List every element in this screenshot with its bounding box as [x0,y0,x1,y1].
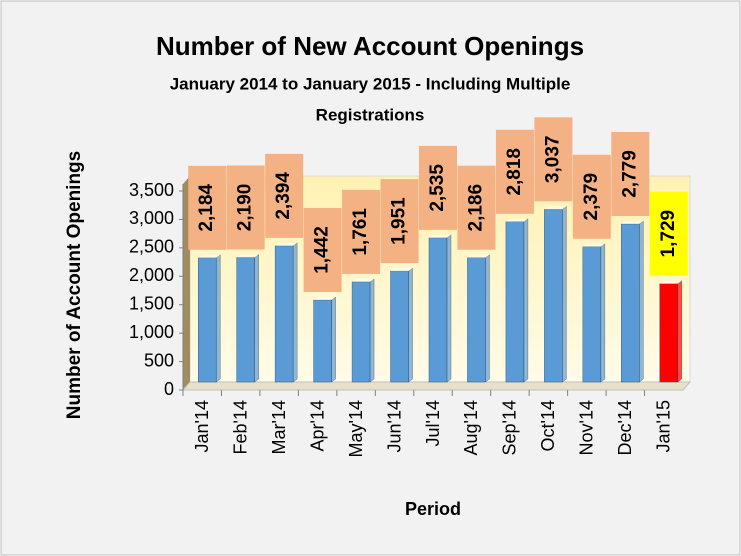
bar [313,299,332,383]
data-label: 2,535 [427,164,448,212]
bar-top [582,243,605,247]
bar-top [544,206,567,210]
bar-top [352,278,375,282]
data-label: 1,761 [350,208,371,256]
label-box [534,117,573,202]
x-tick-label: Jan'14 [192,400,212,452]
bar-side [331,296,336,383]
data-label: 2,186 [465,184,486,232]
x-tick-label: May'14 [346,400,366,457]
chart-subtitle: Registrations [316,105,425,124]
bar-side [446,234,452,383]
bar-side [562,206,567,383]
bar [428,237,448,383]
x-tick-label: Dec'14 [615,400,635,455]
y-tick-label: 1,000 [129,322,174,342]
label-box [419,145,457,230]
label-box [380,179,419,264]
data-label: 2,379 [581,173,602,221]
x-tick-label: Nov'14 [577,400,597,455]
x-tick-label: Sep'14 [500,400,520,456]
label-box [572,154,611,239]
y-tick-label: 0 [164,379,174,399]
y-tick-label: 2,500 [129,237,174,257]
bar-top [236,254,259,258]
data-label: 2,190 [235,184,256,232]
data-label: 2,779 [619,150,640,198]
data-label: 2,394 [273,172,294,220]
bar [236,257,255,383]
x-tick-label: Apr'14 [307,400,327,451]
bar-side [639,220,644,383]
bar-side [293,242,298,383]
y-tick-label: 2,000 [129,265,174,285]
label-box [457,165,496,250]
data-label: 1,729 [658,210,679,258]
bar-top [429,234,451,238]
label-box [495,129,534,214]
y-tick-label: 1,500 [129,293,174,313]
x-tick-label: Jul'14 [423,400,443,446]
bar-side [408,267,413,383]
floor [181,381,692,391]
x-tick-label: Oct'14 [538,400,558,451]
x-tick-label: Aug'14 [461,400,481,456]
bar-top [390,268,413,272]
bar [582,246,602,383]
chart-subtitle: January 2014 to January 2015 - Including… [170,74,571,93]
bar [544,209,563,383]
bar [505,221,525,383]
bar [621,223,640,383]
bar-top [313,297,336,301]
bar-side [523,218,529,383]
data-label: 1,442 [312,226,333,274]
bar-side [254,254,259,383]
bar-top [275,242,298,246]
label-box [611,131,650,216]
label-box [649,191,688,276]
chart-title: Number of New Account Openings [156,31,584,61]
bar-top [505,218,528,222]
bar-top [467,254,490,258]
label-box [188,165,227,250]
y-axis-title: Number of Account Openings [64,151,85,419]
bar-side [485,254,490,383]
x-tick-label: Mar'14 [269,400,289,454]
bar [274,245,294,383]
bar [197,257,217,383]
y-tick-label: 3,500 [129,180,174,200]
x-tick-label: Jun'14 [384,400,404,452]
y-tick-label: 500 [144,350,174,370]
data-label: 3,037 [542,136,563,184]
bar-side [369,278,375,383]
bar-side [216,254,221,383]
bar-top [621,220,644,224]
bar-side [677,280,682,383]
bar-side [600,243,605,383]
data-label: 1,951 [389,197,410,245]
data-label: 2,818 [504,148,525,196]
label-box [265,153,304,238]
x-axis-title: Period [405,499,461,519]
bar-top [198,254,221,258]
label-box [303,208,342,293]
bar [390,270,409,383]
x-tick-label: Feb'14 [230,400,250,454]
label-box [226,165,265,250]
data-label: 2,184 [196,184,217,232]
x-tick-label: Jan'15 [654,400,674,452]
label-box [342,189,381,274]
bar [351,281,371,383]
bar [659,283,679,383]
bar [467,257,486,383]
y-tick-label: 3,000 [129,208,174,228]
bar-top [659,280,682,284]
